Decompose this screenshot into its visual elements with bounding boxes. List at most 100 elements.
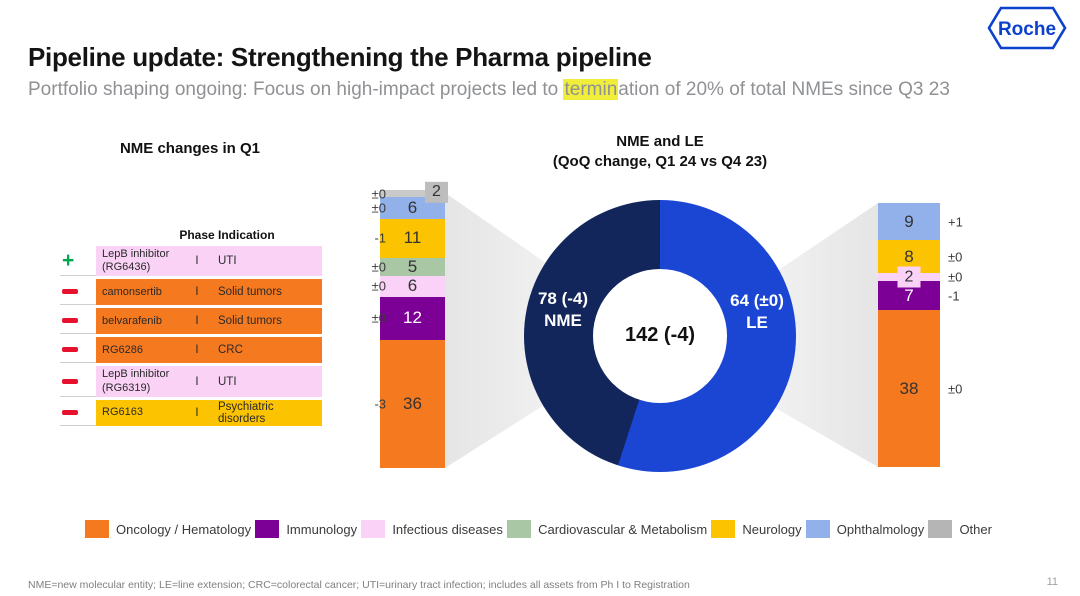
bar-segment-ophthalmology: 9 — [878, 203, 940, 241]
legend-item-neurology: Neurology — [711, 520, 802, 538]
bar-segment-neurology: 11 — [380, 218, 445, 258]
change-cell: + — [60, 246, 96, 277]
le-change-labels: +1 ±0 ±0 -1 ±0 — [948, 203, 990, 467]
change-label: ±0 — [948, 249, 963, 265]
donut-hole — [593, 269, 727, 403]
footnote: NME=new molecular entity; LE=line extens… — [28, 579, 690, 591]
subtitle-post: ation of 20% of total NMEs since Q3 23 — [618, 79, 950, 100]
change-label: +1 — [948, 214, 963, 230]
segment-value: 6 — [407, 276, 418, 296]
change-cell — [60, 308, 96, 335]
phase-value: I — [176, 246, 218, 277]
segment-value: 8 — [904, 246, 914, 266]
legend-label: Oncology / Hematology — [116, 521, 252, 537]
change-label: ±0 — [948, 381, 963, 397]
subtitle-highlight: termin — [563, 79, 619, 100]
segment-value: 12 — [403, 308, 422, 328]
legend-label: Ophthalmology — [836, 521, 925, 537]
legend-label: Other — [959, 521, 992, 537]
change-label: -3 — [374, 396, 386, 412]
bar-segment-oncology-hematology: 36 — [380, 339, 445, 468]
table-row: RG6286 I CRC — [60, 337, 322, 364]
phase-value: I — [176, 279, 218, 306]
minus-icon — [62, 289, 78, 295]
segment-value: 11 — [403, 228, 422, 248]
legend-swatch-icon — [255, 520, 280, 538]
legend-label: Immunology — [286, 521, 358, 537]
bar-segment-oncology-hematology: 38 — [878, 310, 940, 467]
asset-name: RG6163 — [96, 399, 176, 426]
change-cell — [60, 399, 96, 426]
bar-segment-ophthalmology: 6 — [380, 197, 445, 219]
legend-swatch-icon — [805, 520, 830, 538]
legend-item-oncology-hematology: Oncology / Hematology — [85, 520, 251, 538]
change-cell — [60, 337, 96, 364]
indication-value: Solid tumors — [218, 279, 322, 306]
table-row: RG6163 I Psychiatric disorders — [60, 399, 322, 426]
minus-icon — [62, 409, 78, 415]
asset-name: belvarafenib — [96, 308, 176, 335]
subtitle-pre: Portfolio shaping ongoing: Focus on high… — [28, 79, 564, 100]
donut-title-line1: NME and LE — [616, 133, 704, 150]
legend-swatch-icon — [928, 520, 953, 538]
donut-center-label: 142 (-4) — [624, 324, 696, 346]
le-stacked-bar: 9 8 2 7 38 — [878, 203, 940, 467]
bar-segment-immunology: 12 — [380, 296, 445, 340]
indication-value: UTI — [218, 246, 322, 277]
indication-value: Solid tumors — [218, 308, 322, 335]
indication-value: CRC — [218, 337, 322, 364]
page-title: Pipeline update: Strengthening the Pharm… — [28, 42, 652, 72]
pipeline-table-rows: + LepB inhibitor (RG6436) I UTI camonsertib I… — [60, 246, 322, 426]
change-label: ±0 — [371, 259, 386, 275]
asset-name: RG6286 — [96, 337, 176, 364]
donut-chart-title: NME and LE (QoQ change, Q1 24 vs Q4 23) — [430, 132, 890, 171]
table-row: LepB inhibitor (RG6319) I UTI — [60, 366, 322, 397]
change-label: ±0 — [371, 186, 386, 202]
phase-value: I — [176, 366, 218, 397]
plus-icon: + — [62, 248, 75, 272]
nme-stacked-bar: 2 6 11 5 6 12 36 — [380, 181, 448, 468]
bar-segment-infectious-diseases: 2 — [878, 266, 940, 288]
phase-value: I — [176, 337, 218, 364]
change-label: -1 — [374, 230, 386, 246]
legend-item-immunology: Immunology — [255, 520, 357, 538]
asset-name: LepB inhibitor (RG6436) — [96, 246, 176, 277]
roche-logo: Roche — [987, 6, 1067, 55]
change-label: ±0 — [371, 200, 386, 216]
roche-hexagon-icon: Roche — [987, 6, 1067, 50]
legend-item-cardiovascular-metabolism: Cardiovascular & Metabolism — [507, 520, 707, 538]
indication-column-header: Indication — [218, 228, 275, 242]
table-row: belvarafenib I Solid tumors — [60, 308, 322, 335]
bar-segment-infectious-diseases: 6 — [380, 275, 445, 297]
segment-value: 5 — [407, 256, 418, 276]
minus-icon — [62, 318, 78, 324]
indication-value: Psychiatric disorders — [218, 399, 322, 426]
category-legend: Oncology / Hematology Immunology Infectiou… — [85, 520, 992, 538]
legend-swatch-icon — [507, 520, 532, 538]
phase-value: I — [176, 399, 218, 426]
legend-swatch-icon — [711, 520, 736, 538]
change-cell — [60, 279, 96, 306]
bar-segment-cardiovascular-metabolism: 5 — [380, 256, 445, 276]
nme-change-labels: ±0 ±0 -1 ±0 ±0 ±0 -3 — [340, 186, 386, 468]
segment-value: 7 — [904, 285, 914, 305]
segment-value: 9 — [904, 211, 914, 231]
legend-item-infectious-diseases: Infectious diseases — [361, 520, 503, 538]
donut-title-line2: (QoQ change, Q1 24 vs Q4 23) — [552, 152, 768, 170]
page-number: 11 — [1046, 576, 1058, 588]
phase-column-header: Phase — [179, 228, 215, 242]
asset-name: camonsertib — [96, 279, 176, 306]
donut-le-label: 64 (±0) LE — [730, 291, 784, 333]
change-label: -1 — [948, 288, 960, 304]
legend-item-ophthalmology: Ophthalmology — [805, 520, 925, 538]
segment-value: 38 — [899, 378, 919, 398]
pipeline-table-header: Phase Indication — [60, 228, 322, 242]
legend-label: Infectious diseases — [392, 521, 503, 537]
legend-label: Cardiovascular & Metabolism — [538, 521, 708, 537]
legend-label: Neurology — [742, 521, 802, 537]
table-row: camonsertib I Solid tumors — [60, 279, 322, 306]
bar-segment-other: 2 — [380, 181, 448, 203]
page-subtitle: Portfolio shaping ongoing: Focus on high… — [28, 79, 950, 101]
pipeline-table: Phase Indication + LepB inhibitor (RG6436… — [60, 228, 322, 426]
